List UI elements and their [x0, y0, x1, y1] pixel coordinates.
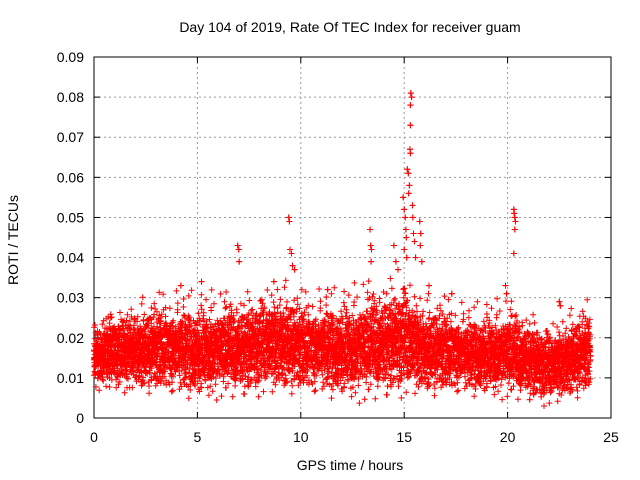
x-tick-label: 0	[90, 429, 98, 445]
roti-peak-point	[287, 246, 294, 253]
roti-peak-point	[401, 246, 408, 253]
x-tick-label: 15	[396, 429, 412, 445]
roti-peak-point	[286, 218, 293, 225]
roti-peak-point	[411, 238, 418, 245]
roti-peak-point	[404, 166, 411, 173]
roti-peak-point	[234, 242, 241, 249]
roti-peak-point	[291, 266, 298, 273]
roti-peak-point	[288, 250, 295, 257]
roti-peak-point	[448, 290, 455, 297]
roti-peak-point	[510, 250, 517, 257]
y-tick-label: 0.01	[57, 370, 84, 386]
roti-peak-point	[511, 214, 518, 221]
roti-peak-point	[235, 246, 242, 253]
roti-peak-point	[408, 94, 415, 101]
roti-peak-point	[417, 230, 424, 237]
roti-peak-point	[407, 122, 414, 129]
data-points	[90, 90, 594, 409]
y-tick-label: 0.02	[57, 330, 84, 346]
roti-peak-point	[557, 302, 564, 309]
roti-peak-point	[403, 234, 410, 241]
y-tick-label: 0	[76, 410, 84, 426]
roti-peak-point	[512, 218, 519, 225]
roti-peak-point	[402, 226, 409, 233]
x-tick-label: 25	[603, 429, 619, 445]
roti-peak-point	[409, 202, 416, 209]
roti-peak-point	[405, 170, 412, 177]
chart-title: Day 104 of 2019, Rate Of TEC Index for r…	[179, 19, 520, 35]
y-tick-label: 0.03	[57, 290, 84, 306]
roti-peak-point	[198, 278, 205, 285]
y-tick-label: 0.06	[57, 169, 84, 185]
roti-peak-point	[392, 258, 399, 265]
roti-peak-point	[410, 230, 417, 237]
y-tick-label: 0.09	[57, 49, 84, 65]
roti-peak-point	[236, 258, 243, 265]
roti-peak-point	[402, 214, 409, 221]
roti-peak-point	[407, 90, 414, 97]
roti-peak-point	[416, 218, 423, 225]
roti-peak-point	[368, 258, 375, 265]
roti-peak-point	[400, 194, 407, 201]
roti-peak-point	[426, 282, 433, 289]
roti-peak-point	[367, 242, 374, 249]
roti-peak-point	[285, 214, 292, 221]
axes: 0 5 10 15 20 25 0 0.01 0.02 0.03 0.04 0.05 0.06 0.07 0…	[57, 49, 619, 445]
y-tick-label: 0.05	[57, 209, 84, 225]
x-tick-label: 10	[293, 429, 309, 445]
y-tick-label: 0.04	[57, 250, 84, 266]
roti-peak-point	[368, 246, 375, 253]
roti-peak-point	[409, 214, 416, 221]
roti-peak-point	[502, 282, 509, 289]
roti-peak-point	[367, 226, 374, 233]
roti-peak-point	[556, 298, 563, 305]
roti-peak-point	[417, 242, 424, 249]
roti-peak-point	[270, 278, 277, 285]
roti-peak-point	[406, 182, 413, 189]
roti-peak-point	[401, 206, 408, 213]
roti-peak-point	[390, 242, 397, 249]
roti-peak-point	[418, 258, 425, 265]
roti-peak-point	[403, 254, 410, 261]
roti-peak-point	[511, 226, 518, 233]
roti-peak-point	[289, 262, 296, 269]
x-axis-label: GPS time / hours	[297, 457, 404, 473]
roti-peak-point	[177, 282, 184, 289]
roti-peak-point	[407, 150, 414, 157]
y-axis-label: ROTI / TECUs	[5, 195, 21, 285]
roti-point-markers	[90, 90, 594, 409]
roti-peak-point	[324, 286, 331, 293]
roti-peak-point	[511, 210, 518, 217]
roti-peak-point	[394, 266, 401, 273]
y-tick-label: 0.07	[57, 129, 84, 145]
roti-peak-point	[405, 190, 412, 197]
roti-peak-point	[503, 290, 510, 297]
y-tick-label: 0.08	[57, 89, 84, 105]
x-tick-label: 20	[500, 429, 516, 445]
roti-peak-point	[407, 102, 414, 109]
roti-peak-point	[412, 254, 419, 261]
x-tick-label: 5	[194, 429, 202, 445]
plot-frame	[93, 56, 612, 419]
